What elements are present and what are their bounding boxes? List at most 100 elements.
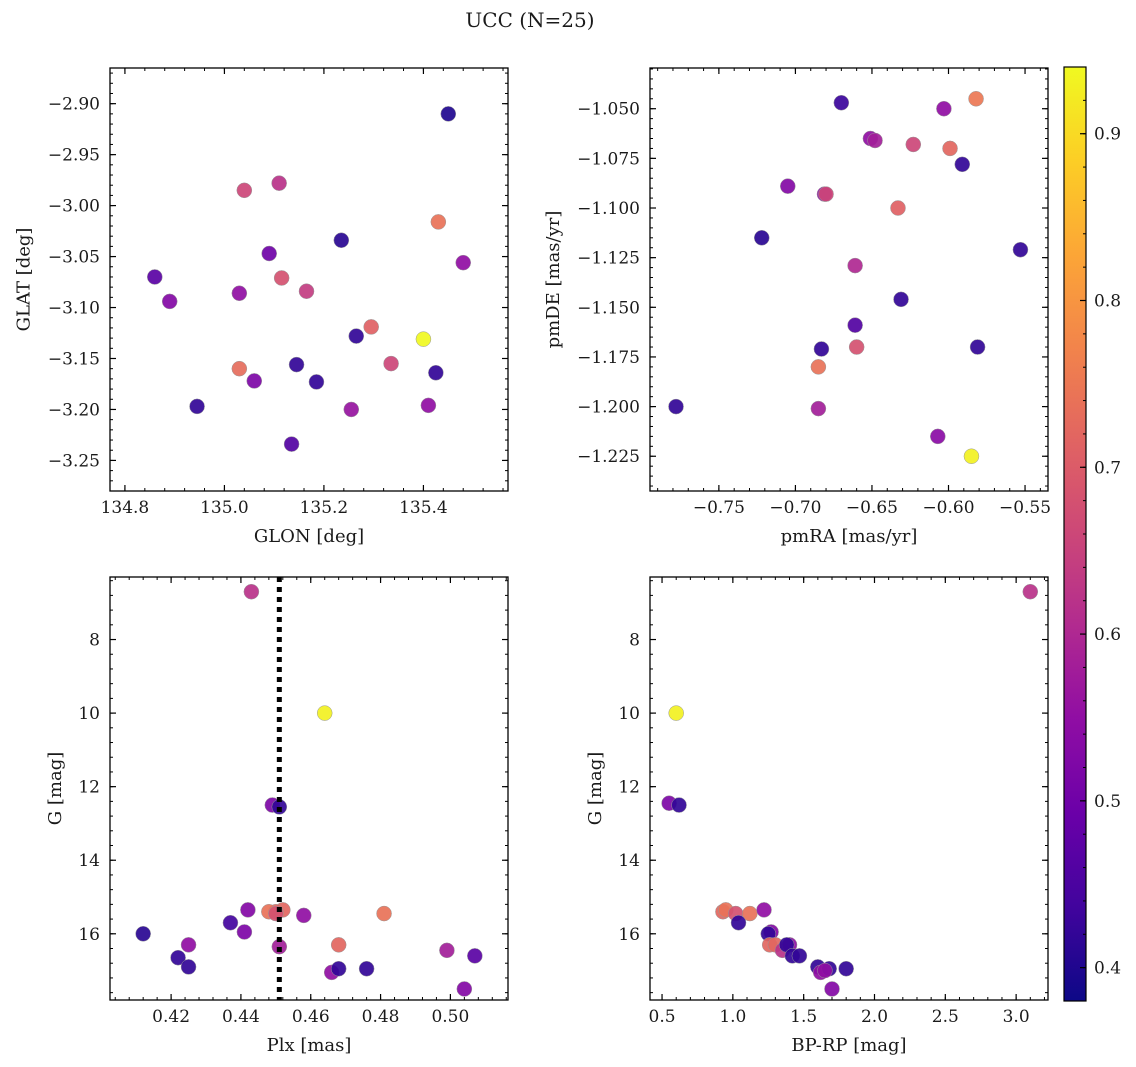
data-point (818, 186, 834, 202)
y-axis-label: G [mag] (585, 752, 606, 825)
y-tick-label: −3.10 (48, 299, 100, 319)
data-point (246, 373, 263, 389)
x-tick-label: 2.0 (861, 1007, 888, 1027)
data-point (298, 283, 315, 299)
y-tick-label: −3.20 (48, 400, 100, 420)
y-tick-label: −2.90 (48, 95, 100, 115)
data-point (1012, 241, 1029, 258)
x-tick-label: 0.46 (292, 1007, 330, 1027)
data-point (189, 398, 205, 415)
data-point (308, 374, 325, 390)
data-point (671, 797, 687, 813)
panel-glon-glat: 134.8 135.0 135.2 135.4 −2.90 −2.95 −3.00 −3.05… (14, 67, 509, 547)
y-tick-label: 8 (629, 631, 640, 651)
data-point (668, 398, 684, 415)
x-tick-label: 135.2 (300, 498, 349, 518)
colorbar-gradient (1063, 66, 1087, 1002)
data-point (222, 915, 239, 931)
x-tick-label: 0.48 (362, 1007, 400, 1027)
x-tick-label: 0.50 (431, 1007, 469, 1027)
x-tick-label: −0.60 (922, 498, 974, 518)
data-point (333, 232, 350, 249)
y-tick-label: 10 (78, 704, 100, 724)
y-tick-label: 16 (78, 925, 100, 945)
colorbar-tick-label: 0.5 (1094, 792, 1121, 812)
data-point (383, 355, 399, 372)
data-point (296, 907, 312, 924)
data-point (905, 136, 922, 153)
x-tick-label: 1.0 (719, 1007, 746, 1027)
data-point (753, 230, 770, 246)
data-point (358, 960, 375, 977)
data-point (848, 339, 865, 355)
y-axis-label: G [mag] (45, 752, 66, 825)
scatter-points (668, 91, 1029, 464)
y-tick-label: 14 (78, 851, 100, 871)
x-tick-label: 3.0 (1003, 1007, 1030, 1027)
y-tick-label: −1.125 (577, 249, 640, 269)
data-point (420, 397, 437, 414)
data-point (243, 583, 260, 600)
data-point (439, 942, 455, 959)
x-tick-label: 0.44 (222, 1007, 260, 1027)
data-point (810, 400, 827, 417)
scatter-points (661, 583, 1039, 997)
y-tick-label: −3.15 (48, 349, 100, 369)
data-point (890, 200, 906, 216)
data-point (180, 937, 197, 953)
scatter-points (147, 106, 471, 452)
y-axis-label: pmDE [mas/yr] (543, 211, 564, 349)
data-point (430, 214, 447, 230)
axes-frame (649, 576, 1049, 1001)
data-point (930, 428, 946, 445)
data-point (756, 902, 772, 918)
y-tick-label: −1.050 (577, 100, 640, 120)
data-point (780, 178, 796, 194)
y-tick-label: −1.200 (577, 398, 640, 418)
y-tick-label: 12 (78, 778, 100, 798)
data-point (969, 339, 986, 355)
x-tick-label: −0.55 (999, 498, 1051, 518)
y-tick-label: 10 (618, 704, 640, 724)
y-tick-label: −1.100 (577, 199, 640, 219)
axes-frame (649, 67, 1049, 492)
x-axis-label: pmRA [mas/yr] (781, 526, 918, 547)
y-tick-label: 16 (618, 925, 640, 945)
data-point (847, 257, 863, 274)
data-point (936, 100, 952, 117)
x-axis-label: BP-RP [mag] (791, 1035, 906, 1056)
x-axis-label: Plx [mas] (267, 1035, 352, 1056)
data-point (261, 245, 277, 262)
colorbar-tick-label: 0.7 (1094, 458, 1121, 478)
y-tick-label: 12 (618, 778, 640, 798)
x-tick-label: 135.4 (399, 498, 448, 518)
y-tick-label: 8 (89, 631, 100, 651)
data-point (231, 360, 248, 377)
colorbar: 0.4 0.5 0.6 0.7 0.8 0.9 (1063, 66, 1121, 1002)
data-point (343, 401, 360, 418)
data-point (271, 175, 287, 191)
y-tick-label: −2.95 (48, 146, 100, 166)
x-tick-label: −0.65 (846, 498, 898, 518)
data-point (1022, 583, 1039, 600)
y-tick-label: −3.00 (48, 197, 100, 217)
data-point (963, 448, 980, 464)
data-point (847, 317, 863, 333)
data-point (330, 960, 347, 977)
data-point (348, 328, 365, 344)
panel-pmra-pmde: −0.75 −0.70 −0.65 −0.60 −0.55 −1.050 −1.075 −1.… (543, 67, 1051, 547)
data-point (376, 905, 392, 922)
data-point (867, 132, 883, 149)
y-axis-label: GLAT [deg] (14, 228, 35, 332)
data-point (838, 960, 854, 977)
y-tick-label: −3.25 (48, 451, 100, 471)
colorbar-tick-label: 0.4 (1094, 959, 1121, 979)
x-tick-label: 134.8 (101, 498, 150, 518)
y-tick-label: −1.150 (577, 298, 640, 318)
colorbar-tick-label: 0.8 (1094, 292, 1121, 312)
data-point (283, 436, 300, 452)
panel-bprp-g: 0.5 1.0 1.5 2.0 2.5 3.0 8 10 12 14 16 BP-RP [mag] G … (585, 576, 1049, 1056)
x-axis-label: GLON [deg] (254, 526, 364, 547)
data-point (954, 156, 971, 173)
